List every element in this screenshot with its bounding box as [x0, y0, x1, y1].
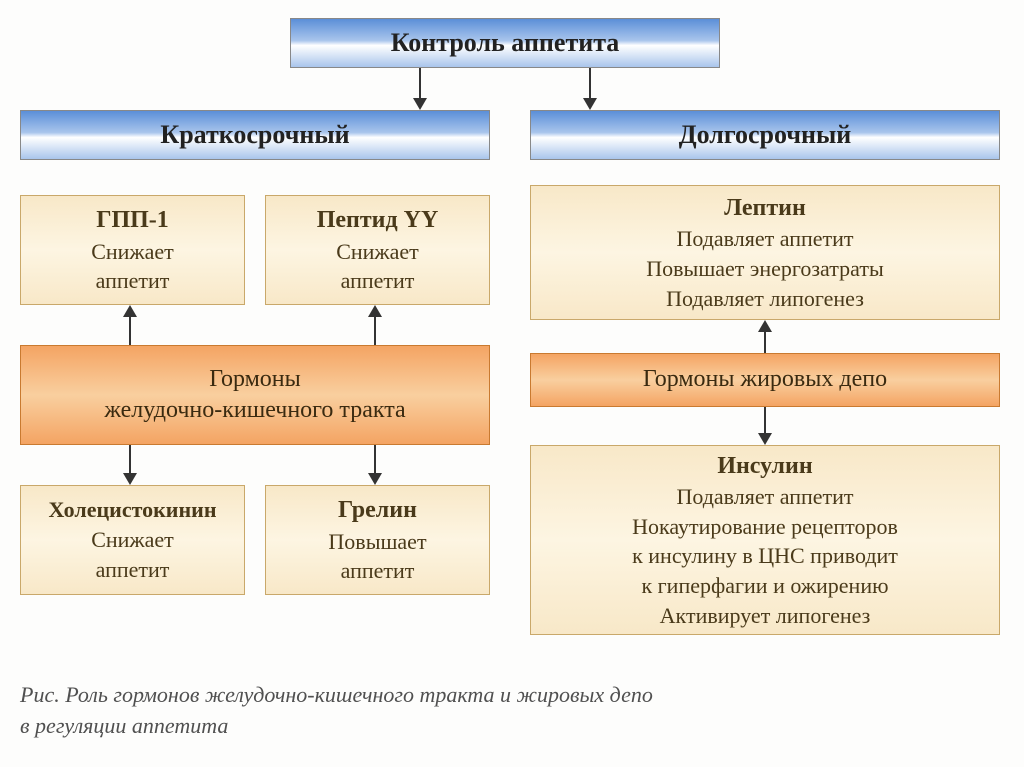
arrow-git-to-gpp1: [123, 305, 137, 345]
branch-short-label: Краткосрочный: [160, 120, 349, 150]
grelin-body: Повышает аппетит: [328, 527, 426, 586]
node-fat-source: Гормоны жировых депо: [530, 353, 1000, 407]
node-grelin: Грелин Повышает аппетит: [265, 485, 490, 595]
node-gpp1: ГПП-1 Снижает аппетит: [20, 195, 245, 305]
node-leptin: Лептин Подавляет аппетит Повышает энерго…: [530, 185, 1000, 320]
arrow-fat-to-insulin: [758, 407, 772, 445]
arrow-git-to-pyy: [368, 305, 382, 345]
node-git-source: Гормоны желудочно-кишечного тракта: [20, 345, 490, 445]
branch-long-label: Долгосрочный: [679, 120, 852, 150]
cck-body: Снижает аппетит: [91, 525, 174, 584]
arrow-root-to-long: [583, 68, 597, 110]
arrow-git-to-grelin: [368, 445, 382, 485]
pyy-title: Пептид YY: [317, 204, 439, 236]
cck-title: Холецистокинин: [48, 495, 216, 525]
gpp1-body: Снижает аппетит: [91, 237, 174, 296]
fat-label: Гормоны жировых депо: [643, 364, 887, 395]
node-cck: Холецистокинин Снижает аппетит: [20, 485, 245, 595]
git-label: Гормоны желудочно-кишечного тракта: [104, 364, 405, 426]
leptin-body: Подавляет аппетит Повышает энергозатраты…: [646, 224, 883, 313]
node-insulin: Инсулин Подавляет аппетит Нокаутирование…: [530, 445, 1000, 635]
insulin-body: Подавляет аппетит Нокаутирование рецепто…: [632, 482, 898, 630]
pyy-body: Снижает аппетит: [336, 237, 419, 296]
branch-long: Долгосрочный: [530, 110, 1000, 160]
figure-caption: Рис. Роль гормонов желудочно-кишечного т…: [20, 680, 653, 742]
root-node: Контроль аппетита: [290, 18, 720, 68]
arrow-root-to-short: [413, 68, 427, 110]
grelin-title: Грелин: [338, 494, 417, 526]
insulin-title: Инсулин: [717, 450, 812, 482]
leptin-title: Лептин: [724, 192, 806, 224]
root-label: Контроль аппетита: [391, 28, 620, 58]
node-pyy: Пептид YY Снижает аппетит: [265, 195, 490, 305]
gpp1-title: ГПП-1: [96, 204, 169, 236]
arrow-git-to-cck: [123, 445, 137, 485]
branch-short: Краткосрочный: [20, 110, 490, 160]
arrow-fat-to-leptin: [758, 320, 772, 353]
